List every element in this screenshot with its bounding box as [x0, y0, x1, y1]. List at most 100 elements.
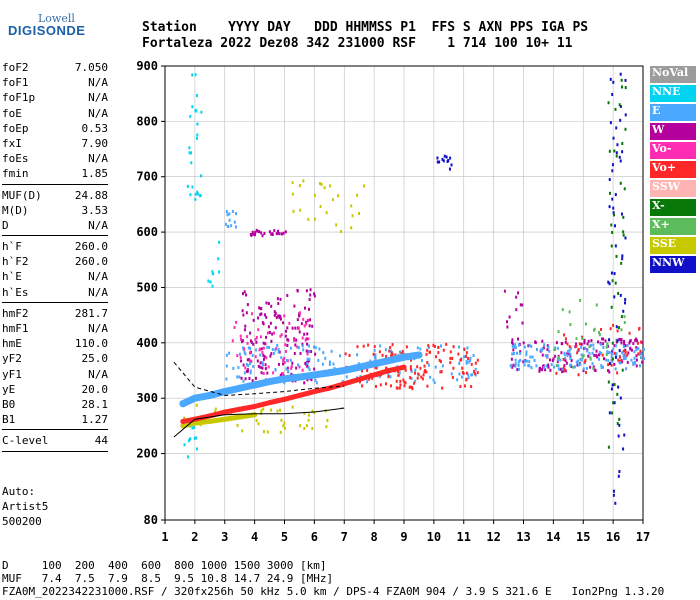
echo-point: [279, 297, 282, 301]
param-row: h`F 260.0: [2, 239, 108, 254]
param-value: N/A: [88, 285, 108, 299]
echo-point: [523, 345, 526, 349]
echo-point: [255, 418, 258, 422]
echo-point: [413, 371, 416, 375]
echo-point: [623, 339, 626, 343]
echo-point: [589, 365, 592, 369]
echo-point: [187, 439, 190, 443]
echo-point: [270, 339, 273, 343]
echo-point: [471, 373, 474, 377]
echo-point: [634, 338, 637, 342]
echo-point: [623, 342, 626, 346]
param-name: foF1: [2, 76, 29, 90]
echo-point: [461, 366, 464, 370]
echo-point: [620, 261, 623, 265]
echo-point: [517, 337, 520, 341]
echo-point: [473, 370, 476, 374]
echo-point: [623, 187, 626, 191]
echo-point: [606, 342, 609, 346]
echo-point: [595, 303, 598, 307]
param-name: fxI: [2, 136, 22, 150]
echo-point: [547, 364, 550, 368]
echo-point: [595, 349, 598, 353]
echo-point: [463, 355, 466, 359]
echo-point: [285, 358, 288, 362]
echo-point: [309, 288, 312, 292]
echo-point: [459, 385, 462, 389]
trace-yellow-point: [237, 414, 243, 420]
echo-point: [259, 353, 262, 357]
x-tick-label: 8: [371, 530, 378, 544]
echo-point: [583, 338, 586, 342]
echo-point: [562, 369, 565, 373]
trace-yellow-point: [180, 423, 186, 429]
echo-point: [619, 104, 622, 108]
trace-main-point: [266, 378, 274, 386]
echo-point: [306, 342, 309, 346]
echo-point: [600, 327, 603, 331]
echo-point: [255, 340, 258, 344]
echo-point: [626, 353, 629, 357]
echo-point: [506, 320, 509, 324]
y-tick-label: 400: [136, 336, 158, 350]
echo-point: [568, 352, 571, 356]
echo-point: [307, 365, 310, 369]
echo-point: [305, 322, 308, 326]
echo-point: [588, 352, 591, 356]
echo-point: [622, 447, 625, 451]
footer: D 100 200 400 600 800 1000 1500 3000 [km…: [2, 559, 664, 598]
echo-point: [241, 339, 244, 343]
echo-point: [558, 356, 561, 360]
echo-point: [262, 430, 265, 434]
echo-point: [389, 345, 392, 349]
echo-point: [258, 230, 261, 234]
echo-point: [592, 347, 595, 351]
echo-point: [450, 372, 453, 376]
echo-point: [538, 369, 541, 373]
echo-point: [234, 225, 237, 229]
echo-point: [417, 372, 420, 376]
echo-point: [325, 425, 328, 429]
param-value: N/A: [88, 218, 108, 232]
y-tick-label: 200: [136, 447, 158, 461]
echo-point: [194, 192, 197, 196]
model-curve-upper: [173, 361, 345, 396]
echo-point: [308, 324, 311, 328]
param-row: MUF(D) 24.88: [2, 188, 108, 203]
echo-point: [403, 380, 406, 384]
echo-point: [270, 352, 273, 356]
param-name: foF2: [2, 61, 29, 74]
echo-point: [398, 371, 401, 375]
echo-point: [284, 230, 287, 234]
echo-point: [232, 366, 235, 370]
echo-point: [550, 363, 553, 367]
echo-point: [262, 407, 265, 411]
echo-point: [241, 292, 244, 296]
echo-point: [564, 356, 567, 360]
echo-point: [269, 321, 272, 325]
echo-point: [278, 350, 281, 354]
param-name: foE: [2, 106, 22, 120]
echo-point: [271, 332, 274, 336]
echo-point: [282, 231, 285, 235]
echo-point: [514, 364, 517, 368]
echo-point: [290, 366, 293, 370]
echo-point: [280, 232, 283, 236]
echo-point: [608, 178, 611, 182]
echo-point: [297, 346, 300, 350]
trace-main-point: [251, 381, 259, 389]
echo-point: [556, 346, 559, 350]
echo-point: [613, 224, 616, 228]
echo-point: [530, 344, 533, 348]
echo-point: [569, 364, 572, 368]
echo-point: [578, 342, 581, 346]
echo-point: [564, 340, 567, 344]
echo-point: [609, 121, 612, 125]
echo-point: [371, 376, 374, 380]
echo-point: [243, 371, 246, 375]
echo-point: [243, 350, 246, 354]
echo-point: [591, 351, 594, 355]
echo-point: [238, 352, 241, 356]
echo-point: [332, 362, 335, 366]
echo-point: [568, 310, 571, 314]
